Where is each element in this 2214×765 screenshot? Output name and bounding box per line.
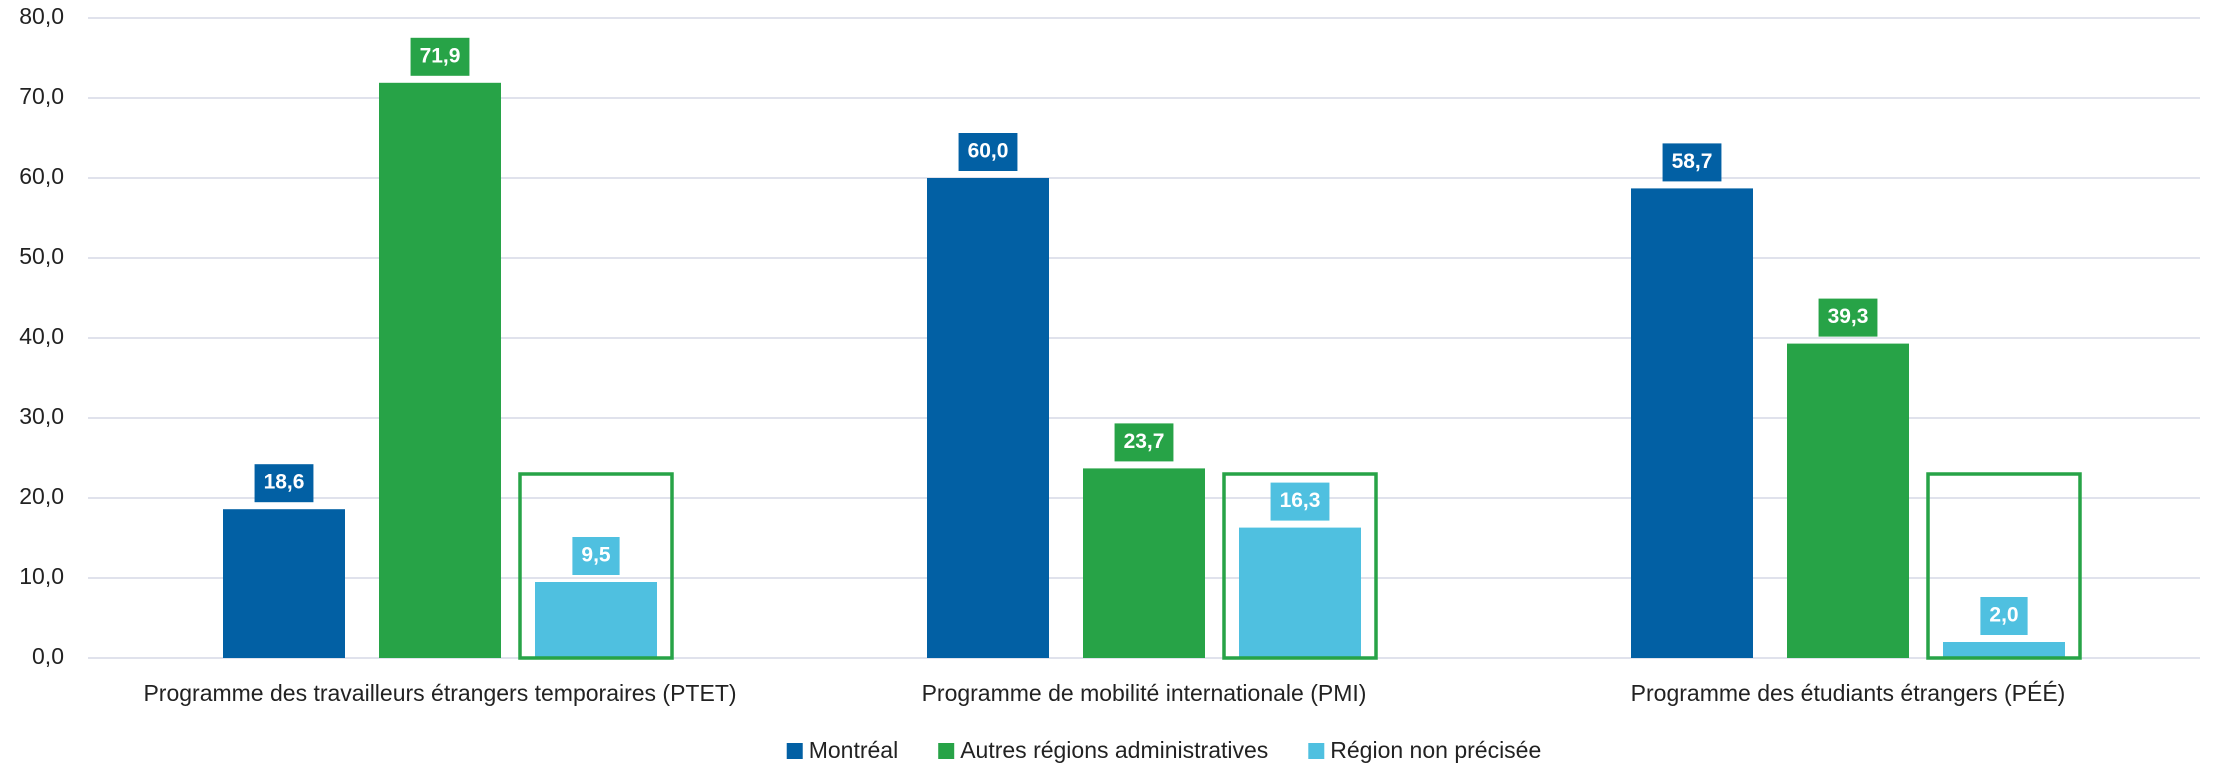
y-tick-label: 80,0 [19, 3, 64, 29]
bar [1631, 188, 1753, 658]
bar [535, 582, 657, 658]
value-label: 16,3 [1280, 489, 1321, 512]
value-label-box [1818, 298, 1878, 337]
value-label-box [254, 464, 314, 503]
legend-swatch [938, 743, 955, 759]
value-label: 71,9 [420, 44, 461, 67]
bar [1787, 343, 1909, 658]
bar [1083, 468, 1205, 658]
value-label-box [572, 537, 620, 575]
highlight-box [1222, 472, 1378, 660]
y-tick-label: 50,0 [19, 243, 64, 269]
bar [223, 509, 345, 658]
y-tick-label: 70,0 [19, 83, 64, 109]
y-tick-label: 20,0 [19, 483, 64, 509]
value-label-box [1662, 143, 1722, 182]
value-label: 2,0 [1989, 604, 2018, 627]
bar [927, 178, 1049, 658]
y-tick-label: 30,0 [19, 403, 64, 429]
highlight-box [518, 472, 674, 660]
y-tick-label: 40,0 [19, 323, 64, 349]
legend-swatch [1308, 743, 1325, 759]
highlight-box [1926, 472, 2082, 660]
x-tick-label: Programme de mobilité internationale (PM… [922, 680, 1367, 706]
value-label: 39,3 [1828, 305, 1869, 328]
value-label: 18,6 [264, 471, 305, 494]
value-label-box [1114, 423, 1174, 462]
value-label: 58,7 [1672, 150, 1713, 173]
legend-label: Montréal [809, 737, 898, 763]
value-label: 23,7 [1124, 430, 1165, 453]
y-tick-label: 0,0 [32, 643, 64, 669]
value-label-box [410, 37, 470, 76]
y-tick-label: 10,0 [19, 563, 64, 589]
legend-label: Région non précisée [1330, 737, 1541, 763]
legend-label: Autres régions administratives [960, 737, 1268, 763]
value-label: 9,5 [581, 544, 611, 567]
x-tick-label: Programme des travailleurs étrangers tem… [143, 680, 736, 706]
value-label: 60,0 [968, 140, 1009, 163]
value-label-box [1980, 597, 2028, 635]
x-tick-label: Programme des étudiants étrangers (PÉÉ) [1631, 680, 2066, 706]
legend-swatch [786, 743, 803, 759]
bar [379, 82, 501, 659]
y-tick-label: 60,0 [19, 163, 64, 189]
bar [1943, 642, 2065, 658]
value-label-box [958, 133, 1018, 171]
bar [1239, 527, 1361, 658]
value-label-box [1270, 482, 1330, 521]
